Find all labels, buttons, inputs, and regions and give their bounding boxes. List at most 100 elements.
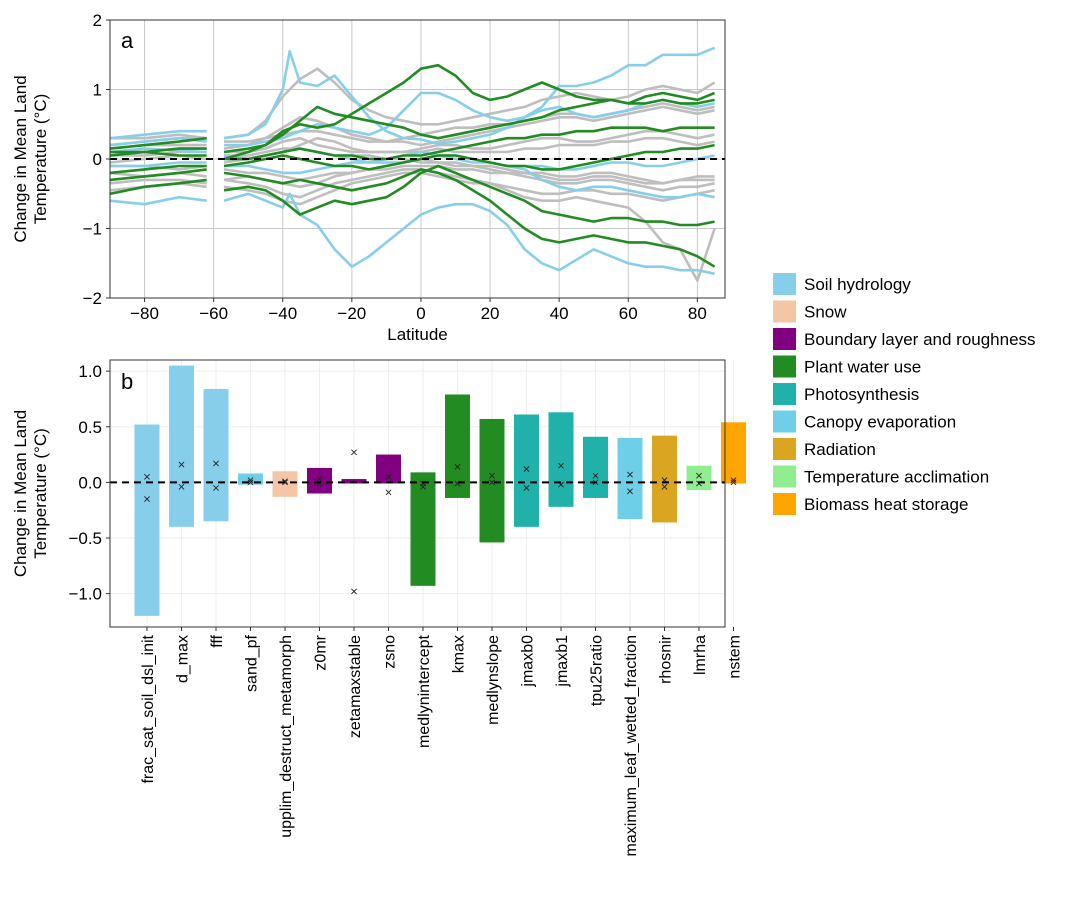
y-axis-label-b: Change in Mean LandTemperature (°C) — [11, 410, 50, 577]
y-axis-label-line: Temperature (°C) — [31, 428, 50, 559]
category-label: upplim_destruct_metamorph — [278, 635, 295, 838]
bar-d_max — [169, 365, 194, 527]
x-tick-label: 80 — [688, 304, 707, 323]
series-line-plant-water-use — [223, 164, 715, 227]
y-tick-label-b: 0.5 — [78, 418, 102, 437]
series-line-plant-water-use — [223, 168, 716, 268]
y-tick-label: −1 — [83, 220, 102, 239]
marker-x — [696, 472, 702, 479]
y-tick-label-b: −1.0 — [68, 585, 102, 604]
marker-x — [213, 485, 219, 491]
series-line-other-parameters — [223, 129, 715, 164]
series-line-plant-water-use — [224, 126, 715, 161]
marker-x — [454, 463, 461, 470]
marker-x — [558, 462, 564, 469]
bar-zsno — [376, 454, 401, 484]
x-tick-label: 0 — [416, 304, 425, 323]
x-tick-label: 60 — [619, 304, 638, 323]
marker-x — [627, 471, 633, 478]
bar-zetamaxstable — [341, 479, 367, 484]
y-tick-label: 2 — [93, 11, 102, 30]
bar-medlynslope — [479, 418, 505, 543]
marker-x — [144, 496, 150, 502]
y-tick-label: −2 — [83, 289, 102, 308]
legend-label: Soil hydrology — [804, 275, 911, 294]
series-line-soil-hydrology — [110, 161, 207, 168]
category-label: medlynintercept — [416, 634, 433, 748]
bar-jmaxb0 — [514, 414, 539, 527]
marker-x — [178, 483, 185, 490]
y-tick-label-b: −0.5 — [68, 529, 102, 548]
bar-medlynintercept — [410, 472, 436, 586]
marker-x — [178, 461, 185, 468]
y-axis-label-line: Temperature (°C) — [31, 94, 50, 225]
bar-jmaxb1 — [548, 412, 574, 507]
category-label: fff — [209, 634, 226, 647]
category-label: lmrha — [692, 635, 709, 675]
category-label: sand_pf — [244, 634, 261, 691]
legend-swatch — [773, 300, 796, 323]
bar-upplim_destruct_metamorph — [272, 471, 298, 497]
series-line-plant-water-use — [110, 150, 207, 157]
legend-label: Temperature acclimation — [804, 468, 989, 487]
series-line-other-parameters — [224, 136, 715, 154]
marker-x — [489, 479, 495, 486]
series-line-plant-water-use — [223, 63, 716, 154]
y-tick-label: 1 — [93, 81, 102, 100]
category-label: z0mr — [313, 634, 330, 670]
series-line-plant-water-use — [109, 164, 207, 175]
legend-swatch — [773, 328, 796, 350]
bar-kmax — [445, 394, 470, 498]
legend-swatch — [773, 273, 796, 295]
marker-x — [661, 483, 668, 490]
bar-z0mr — [307, 467, 332, 494]
legend-label: Biomass heat storage — [804, 495, 968, 514]
panel-label-b: b — [121, 369, 133, 394]
y-axis-label-a: Change in Mean LandTemperature (°C) — [11, 75, 50, 242]
series-line-other-parameters — [110, 133, 207, 140]
marker-x — [730, 477, 737, 484]
y-tick-label-b: 0.0 — [78, 473, 102, 492]
series-line-plant-water-use — [109, 168, 207, 182]
series-line-other-parameters — [223, 157, 715, 189]
marker-x — [627, 488, 633, 495]
category-label: d_max — [175, 635, 192, 683]
marker-x — [730, 479, 737, 486]
x-tick-label: −20 — [337, 304, 366, 323]
panel-b-bar-chart: −1.0 −0.5 0.0 0.5 1.0 frac_sat_soil_dsl_init d… — [11, 359, 746, 856]
category-label: maximum_leaf_wetted_fraction — [623, 635, 640, 856]
category-label: jmaxb1 — [554, 635, 571, 688]
category-label: kmax — [451, 635, 468, 673]
x-tick-label: −80 — [130, 304, 159, 323]
plot-border-b — [109, 359, 726, 628]
series-line-other-parameters — [223, 164, 715, 192]
marker-x — [523, 485, 530, 491]
bar-rhosnir — [652, 435, 677, 523]
category-label: zsno — [382, 635, 399, 669]
marker-x — [247, 479, 254, 486]
series-line-soil-hydrology — [109, 129, 207, 140]
marker-x — [144, 473, 150, 480]
series-line-plant-water-use — [109, 178, 207, 196]
y-tick-label-b: 1.0 — [78, 362, 102, 381]
marker-x — [351, 449, 357, 456]
panel-a-line-chart: −80 −60 −40 −20 0 20 40 60 80 −2 −1 0 1 2a Latitude Cha… — [11, 11, 726, 344]
marker-x — [316, 476, 323, 482]
marker-x — [385, 489, 392, 496]
legend-swatch — [773, 355, 796, 378]
bar-lmrha — [686, 465, 712, 491]
series-line-soil-hydrology — [109, 195, 207, 206]
panel-label-a: a — [121, 28, 134, 53]
category-label: tpu25ratio — [589, 635, 606, 706]
bar-maximum_leaf_wetted_fraction — [617, 437, 643, 520]
legend-swatch — [773, 465, 796, 488]
x-tick-label: −60 — [199, 304, 228, 323]
bar-sand_pf — [238, 473, 263, 485]
series-line-other-parameters — [109, 154, 207, 164]
category-label: rhosnir — [658, 634, 675, 684]
category-label: medlynslope — [485, 635, 502, 725]
marker-x — [351, 588, 357, 595]
legend-swatch — [773, 410, 796, 433]
marker-x — [213, 460, 219, 467]
